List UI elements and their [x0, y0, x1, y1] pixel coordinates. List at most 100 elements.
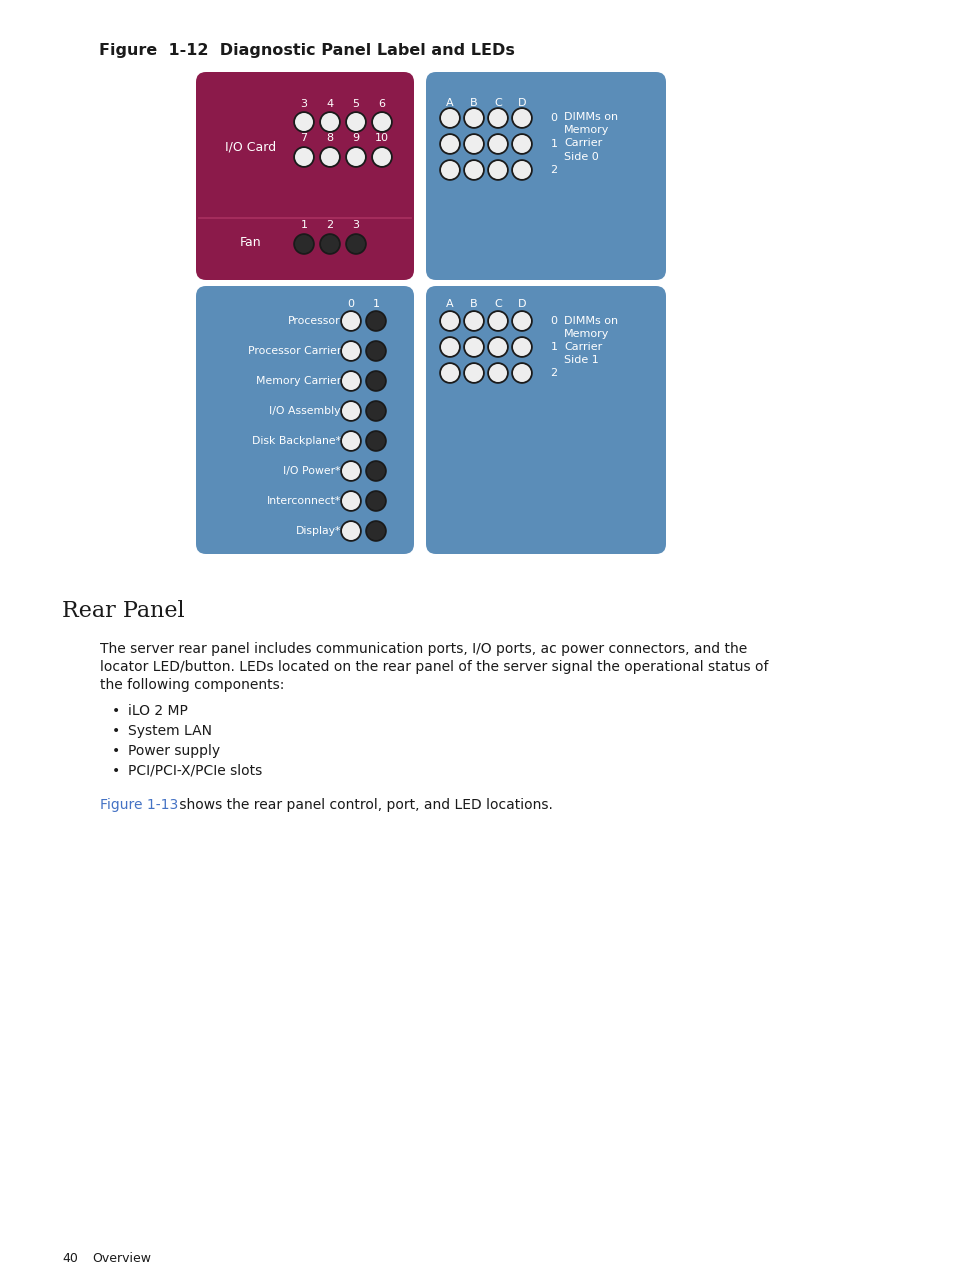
Text: 1: 1	[550, 342, 557, 352]
Circle shape	[367, 311, 385, 330]
Text: Figure  1-12  Diagnostic Panel Label and LEDs: Figure 1-12 Diagnostic Panel Label and L…	[99, 43, 515, 58]
Text: System LAN: System LAN	[128, 724, 212, 738]
Circle shape	[340, 491, 361, 512]
Circle shape	[373, 147, 391, 167]
Text: Overview: Overview	[91, 1252, 151, 1265]
Text: Display*: Display*	[295, 526, 340, 536]
Circle shape	[487, 337, 508, 358]
Circle shape	[438, 133, 460, 155]
Text: 10: 10	[375, 133, 389, 144]
Circle shape	[464, 109, 482, 127]
Circle shape	[367, 402, 385, 419]
Circle shape	[371, 146, 393, 168]
Text: B: B	[470, 299, 477, 309]
Circle shape	[511, 133, 532, 155]
Circle shape	[340, 460, 361, 482]
Text: Disk Backplane*: Disk Backplane*	[252, 436, 340, 446]
Circle shape	[365, 400, 386, 422]
Circle shape	[294, 113, 313, 131]
Circle shape	[319, 233, 340, 254]
Circle shape	[340, 430, 361, 451]
Text: •: •	[112, 704, 120, 718]
Circle shape	[513, 364, 531, 383]
Text: C: C	[494, 299, 501, 309]
Text: I/O Power*: I/O Power*	[283, 466, 340, 477]
Text: C: C	[494, 98, 501, 108]
Circle shape	[511, 362, 532, 384]
Text: 2: 2	[550, 165, 557, 175]
Circle shape	[367, 372, 385, 390]
Circle shape	[464, 311, 482, 330]
Text: Interconnect*: Interconnect*	[267, 496, 340, 506]
Text: Rear Panel: Rear Panel	[62, 600, 185, 622]
Text: Figure 1-13: Figure 1-13	[100, 798, 178, 812]
Text: I/O Assembly: I/O Assembly	[269, 405, 340, 416]
Circle shape	[438, 362, 460, 384]
Circle shape	[365, 430, 386, 451]
Circle shape	[487, 362, 508, 384]
Circle shape	[463, 133, 484, 155]
Circle shape	[440, 364, 458, 383]
Text: Memory: Memory	[563, 125, 609, 135]
Text: 5: 5	[352, 99, 359, 109]
Circle shape	[340, 310, 361, 332]
Circle shape	[341, 402, 359, 419]
Text: 1: 1	[300, 220, 307, 230]
Circle shape	[293, 233, 314, 254]
Text: 40: 40	[62, 1252, 78, 1265]
Circle shape	[440, 135, 458, 153]
Text: Processor Carrier: Processor Carrier	[248, 346, 340, 356]
Circle shape	[365, 520, 386, 541]
Text: 0: 0	[550, 113, 557, 123]
Circle shape	[367, 461, 385, 480]
Circle shape	[319, 111, 340, 132]
Circle shape	[487, 159, 508, 180]
Circle shape	[440, 311, 458, 330]
Text: 0: 0	[550, 316, 557, 325]
Circle shape	[365, 310, 386, 332]
Circle shape	[489, 364, 506, 383]
Circle shape	[440, 161, 458, 179]
Circle shape	[341, 461, 359, 480]
Circle shape	[341, 432, 359, 450]
Circle shape	[319, 146, 340, 168]
Text: •: •	[112, 724, 120, 738]
Circle shape	[341, 492, 359, 510]
Circle shape	[320, 235, 338, 253]
Circle shape	[347, 113, 365, 131]
Circle shape	[345, 111, 366, 132]
Text: The server rear panel includes communication ports, I/O ports, ac power connecto: The server rear panel includes communica…	[100, 642, 746, 656]
Circle shape	[489, 135, 506, 153]
FancyBboxPatch shape	[195, 286, 414, 554]
Text: Side 0: Side 0	[563, 153, 598, 161]
Text: 6: 6	[378, 99, 385, 109]
Text: Fan: Fan	[240, 236, 261, 249]
Circle shape	[438, 107, 460, 128]
Circle shape	[373, 113, 391, 131]
Circle shape	[341, 522, 359, 540]
Circle shape	[463, 337, 484, 358]
Circle shape	[367, 342, 385, 360]
Circle shape	[367, 522, 385, 540]
Circle shape	[438, 310, 460, 332]
Circle shape	[511, 310, 532, 332]
Circle shape	[513, 338, 531, 356]
Text: 1: 1	[372, 299, 379, 309]
Text: D: D	[517, 98, 526, 108]
Text: Side 1: Side 1	[563, 355, 598, 365]
Circle shape	[464, 338, 482, 356]
Circle shape	[365, 491, 386, 512]
Text: 3: 3	[300, 99, 307, 109]
Circle shape	[511, 159, 532, 180]
Text: iLO 2 MP: iLO 2 MP	[128, 704, 188, 718]
Circle shape	[320, 113, 338, 131]
Circle shape	[365, 460, 386, 482]
Circle shape	[341, 311, 359, 330]
FancyBboxPatch shape	[426, 286, 665, 554]
Circle shape	[513, 311, 531, 330]
Text: 9: 9	[352, 133, 359, 144]
Circle shape	[341, 342, 359, 360]
Circle shape	[345, 233, 366, 254]
Circle shape	[341, 372, 359, 390]
Circle shape	[371, 111, 393, 132]
